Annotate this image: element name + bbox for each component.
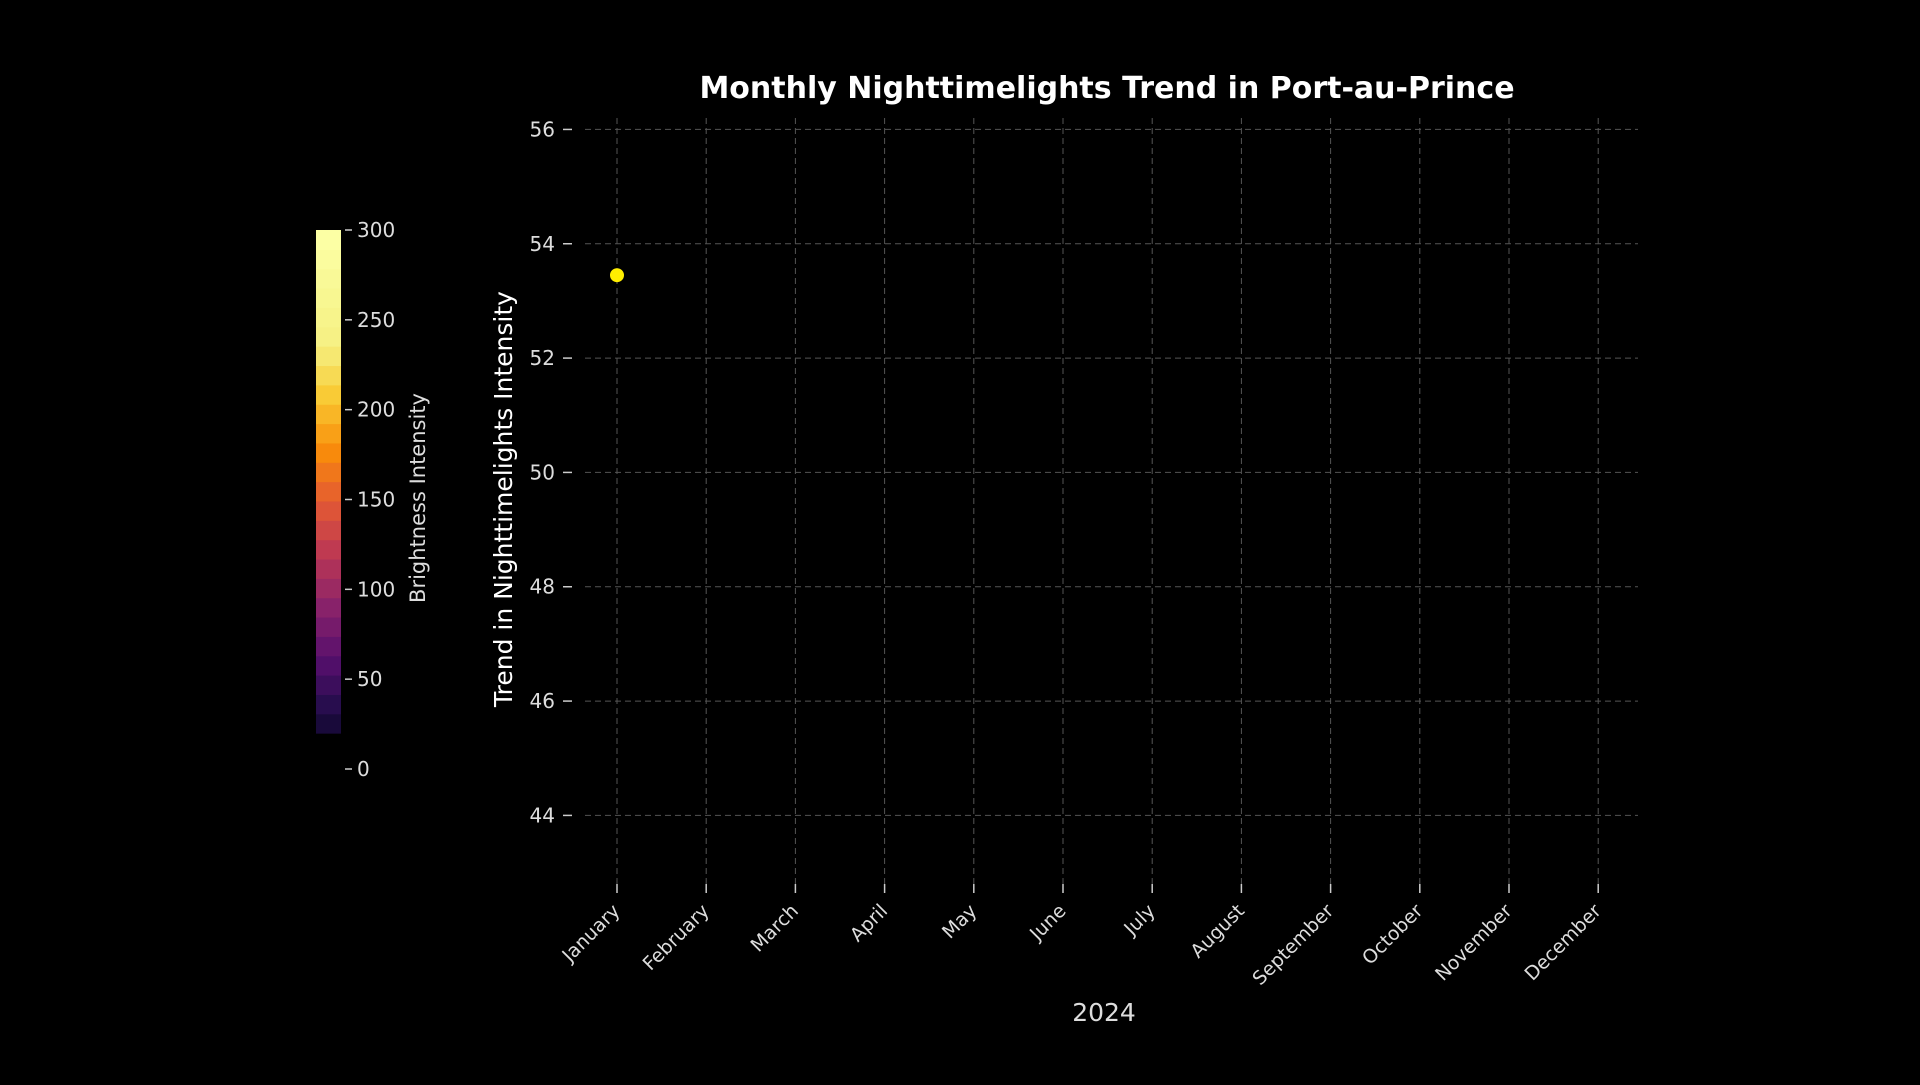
y-tick-label: 52 [530, 346, 555, 370]
y-tick-label: 56 [530, 117, 555, 141]
colorbar-label: Brightness Intensity [406, 393, 430, 603]
colorbar-band [316, 636, 341, 657]
colorbar-tick-label: 200 [357, 398, 395, 422]
colorbar-band [316, 539, 341, 560]
colorbar-band [316, 268, 341, 289]
colorbar-band [316, 655, 341, 676]
colorbar-band [316, 365, 341, 386]
colorbar-band [316, 346, 341, 367]
colorbar-tick-label: 150 [357, 488, 395, 512]
colorbar-band [316, 500, 341, 521]
y-tick-label: 54 [530, 232, 555, 256]
chart-title: Monthly Nighttimelights Trend in Port-au… [699, 71, 1514, 106]
y-tick-label: 48 [530, 575, 555, 599]
colorbar-band [316, 597, 341, 618]
colorbar-band [316, 462, 341, 483]
y-tick-label: 44 [530, 803, 555, 827]
colorbar-band [316, 694, 341, 715]
colorbar-band [316, 558, 341, 579]
data-point [610, 268, 624, 283]
colorbar-band [316, 249, 341, 270]
colorbar-band [316, 442, 341, 463]
colorbar-band [316, 713, 341, 734]
colorbar-band [316, 288, 341, 308]
grid [585, 118, 1638, 884]
colorbar-band [316, 616, 341, 637]
y-tick-label: 46 [530, 689, 555, 713]
x-axis-label: 2024 [1072, 998, 1136, 1027]
colorbar-band [316, 481, 341, 502]
colorbar-band [316, 423, 341, 444]
colorbar-band [316, 404, 341, 425]
data-points [610, 268, 624, 283]
colorbar-band [316, 384, 341, 405]
y-tick-label: 50 [530, 460, 555, 484]
colorbar-tick-label: 300 [357, 218, 395, 242]
colorbar-band [316, 675, 341, 695]
colorbar-band [316, 326, 341, 347]
colorbar-band [316, 520, 341, 541]
y-axis-label: Trend in Nighttimelights Intensity [489, 291, 518, 708]
colorbar-tick-label: 100 [357, 577, 395, 601]
colorbar: 0 50 100 150 200 250 300 [316, 218, 395, 781]
colorbar-band [316, 578, 341, 599]
colorbar-tick-label: 0 [357, 757, 370, 781]
colorbar-tick-label: 250 [357, 308, 395, 332]
y-axis-ticks: 44 46 48 50 52 54 56 [530, 117, 572, 827]
colorbar-tick-label: 50 [357, 667, 382, 691]
colorbar-band [316, 230, 341, 250]
colorbar-band [316, 307, 341, 328]
